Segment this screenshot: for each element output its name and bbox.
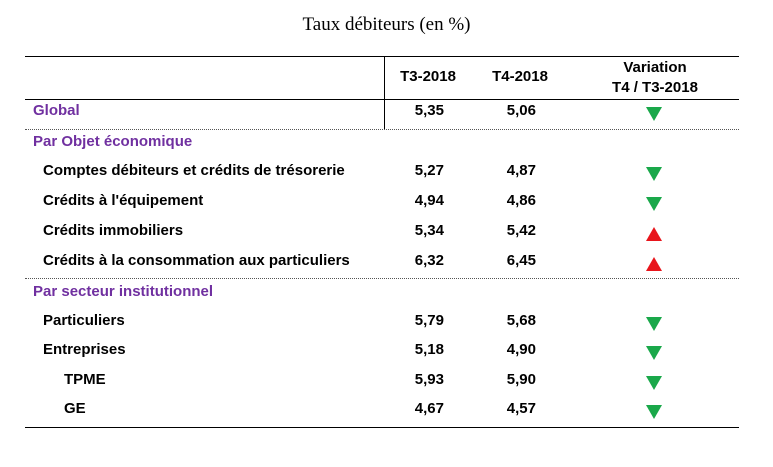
section-header-secteur: Par secteur institutionnel — [0, 283, 773, 305]
table-row: Entreprises 5,18 4,90 — [0, 341, 773, 363]
table-row: Particuliers 5,79 5,68 — [0, 312, 773, 334]
table-row: Crédits à la consommation aux particulie… — [0, 252, 773, 274]
value-t4: 5,42 — [506, 222, 536, 239]
value-t3: 5,79 — [414, 312, 444, 329]
down-arrow-icon — [646, 197, 662, 211]
up-arrow-icon — [646, 227, 662, 241]
section-label: Par secteur institutionnel — [33, 283, 214, 300]
column-header-t4: T4-2018 — [492, 68, 548, 85]
value-t3: 5,34 — [414, 222, 444, 239]
column-header-t3: T3-2018 — [400, 68, 456, 85]
table-row: GE 4,67 4,57 — [0, 400, 773, 422]
down-arrow-icon — [646, 346, 662, 360]
bottom-rule — [25, 427, 739, 428]
value-t4: 4,90 — [506, 341, 536, 358]
down-arrow-icon — [646, 317, 662, 331]
section-label: Par Objet économique — [33, 133, 193, 150]
down-arrow-icon — [646, 107, 662, 121]
row-label: Entreprises — [43, 341, 126, 358]
down-arrow-icon — [646, 376, 662, 390]
row-label: Particuliers — [43, 312, 125, 329]
value-t4: 5,68 — [506, 312, 536, 329]
table-row: Crédits à l'équipement 4,94 4,86 — [0, 192, 773, 214]
value-t3: 4,94 — [414, 192, 444, 209]
value-t3: 4,67 — [414, 400, 444, 417]
header-rule — [25, 99, 739, 100]
table-row: TPME 5,93 5,90 — [0, 371, 773, 393]
value-t4: 5,90 — [506, 371, 536, 388]
table-row: Crédits immobiliers 5,34 5,42 — [0, 222, 773, 244]
row-label: Crédits à l'équipement — [43, 192, 204, 209]
row-label: Comptes débiteurs et crédits de trésorer… — [43, 162, 345, 179]
section-divider — [25, 278, 739, 279]
row-label: TPME — [64, 371, 106, 388]
section-divider — [25, 129, 739, 130]
value-t3: 5,93 — [414, 371, 444, 388]
value-t4: 4,86 — [506, 192, 536, 209]
value-t3: 5,18 — [414, 341, 444, 358]
value-t3: 5,27 — [414, 162, 444, 179]
table-title: Taux débiteurs (en %) — [302, 14, 471, 35]
value-t3: 6,32 — [414, 252, 444, 269]
up-arrow-icon — [646, 257, 662, 271]
row-label: Crédits immobiliers — [43, 222, 184, 239]
value-t4: 4,87 — [506, 162, 536, 179]
column-header-variation-line1: Variation — [623, 59, 687, 76]
value-t3: 5,35 — [414, 102, 444, 119]
down-arrow-icon — [646, 167, 662, 181]
value-t4: 6,45 — [506, 252, 536, 269]
table-row-global: Global 5,35 5,06 — [0, 102, 773, 124]
table-row: Comptes débiteurs et crédits de trésorer… — [0, 162, 773, 184]
row-label: GE — [64, 400, 86, 417]
value-t4: 4,57 — [506, 400, 536, 417]
value-t4: 5,06 — [506, 102, 536, 119]
row-label: Global — [33, 102, 80, 119]
section-header-objet: Par Objet économique — [0, 133, 773, 155]
row-label: Crédits à la consommation aux particulie… — [43, 252, 350, 269]
column-divider — [384, 56, 385, 129]
top-rule — [25, 56, 739, 57]
column-header-variation-line2: T4 / T3-2018 — [612, 79, 698, 96]
down-arrow-icon — [646, 405, 662, 419]
